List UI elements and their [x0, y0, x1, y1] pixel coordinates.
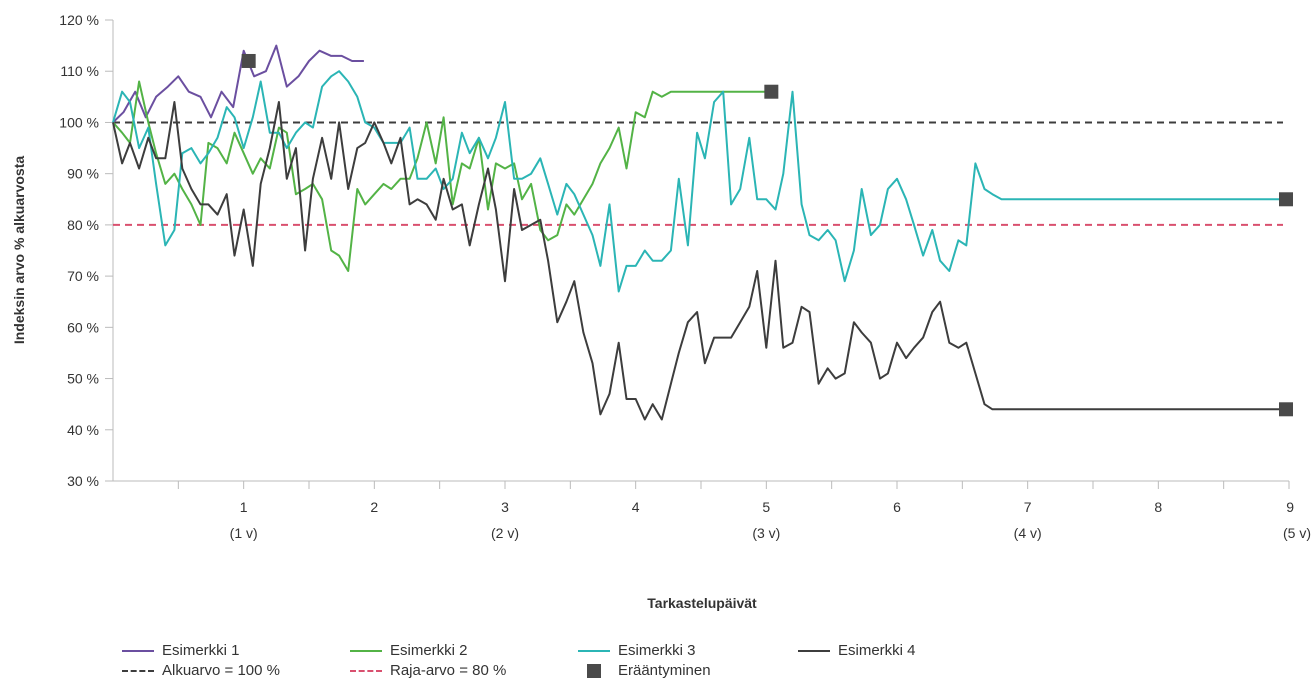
x-tick-label: 3 [501, 499, 509, 515]
axes: 30 %40 %50 %60 %70 %80 %90 %100 %110 %12… [59, 12, 1311, 541]
legend-item-esimerkki-1: Esimerkki 1 [122, 642, 240, 659]
maturity-markers [241, 53, 1293, 417]
y-tick-label: 60 % [67, 319, 99, 335]
legend-swatch [798, 649, 830, 652]
x-tick-sublabel: (2 v) [491, 525, 519, 541]
y-tick-label: 30 % [67, 473, 99, 489]
maturity-marker [764, 84, 779, 99]
legend-label: Alkuarvo = 100 % [162, 662, 280, 679]
y-tick-label: 40 % [67, 422, 99, 438]
series-line-esimerkki-2 [112, 80, 767, 272]
legend-label: Raja-arvo = 80 % [390, 662, 507, 679]
x-tick-label: 5 [762, 499, 770, 515]
y-axis-title: Indeksin arvo % alkuarvosta [11, 156, 27, 345]
legend-item-eraantyminen: Erääntyminen [578, 662, 711, 679]
x-tick-sublabel: (4 v) [1014, 525, 1042, 541]
y-tick-label: 120 % [59, 12, 99, 28]
legend-swatch [350, 649, 382, 652]
maturity-marker [1279, 192, 1293, 207]
legend-label: Esimerkki 3 [618, 642, 696, 659]
legend-swatch [122, 669, 154, 672]
y-tick-label: 110 % [60, 63, 99, 79]
legend-swatch [578, 649, 610, 652]
x-tick-label: 6 [893, 499, 901, 515]
legend-item-alkuarvo: Alkuarvo = 100 % [122, 662, 280, 679]
x-tick-label: 9 [1286, 499, 1294, 515]
series-lines [112, 44, 1289, 421]
series-line-esimerkki-3 [112, 70, 1289, 293]
x-tick-label: 8 [1154, 499, 1162, 515]
legend-label: Esimerkki 2 [390, 642, 468, 659]
legend-label: Erääntyminen [618, 662, 711, 679]
series-line-esimerkki-1 [112, 44, 364, 124]
y-tick-label: 80 % [67, 217, 99, 233]
legend-label: Esimerkki 4 [838, 642, 916, 659]
x-tick-label: 1 [240, 499, 248, 515]
x-axis-title: Tarkastelupäivät [647, 595, 757, 611]
legend-swatch [350, 669, 382, 672]
maturity-marker [1279, 402, 1293, 417]
legend-item-esimerkki-2: Esimerkki 2 [350, 642, 468, 659]
x-tick-label: 7 [1024, 499, 1032, 515]
legend-item-raja-arvo: Raja-arvo = 80 % [350, 662, 506, 679]
legend-swatch [587, 663, 601, 678]
line-chart: 30 %40 %50 %60 %70 %80 %90 %100 %110 %12… [11, 12, 1311, 611]
x-tick-label: 2 [370, 499, 378, 515]
legend-swatch [122, 649, 154, 652]
legend-item-esimerkki-4: Esimerkki 4 [798, 642, 916, 659]
legend-label: Esimerkki 1 [162, 642, 240, 659]
x-tick-sublabel: (1 v) [230, 525, 258, 541]
x-tick-label: 4 [632, 499, 640, 515]
series-line-esimerkki-4 [112, 101, 1289, 421]
x-tick-sublabel: (5 v) [1283, 525, 1311, 541]
x-tick-sublabel: (3 v) [752, 525, 780, 541]
legend-item-esimerkki-3: Esimerkki 3 [578, 642, 696, 659]
y-tick-label: 100 % [59, 114, 99, 130]
maturity-marker [241, 53, 256, 68]
y-tick-label: 50 % [67, 371, 99, 387]
y-tick-label: 70 % [67, 268, 99, 284]
y-tick-label: 90 % [67, 166, 99, 182]
